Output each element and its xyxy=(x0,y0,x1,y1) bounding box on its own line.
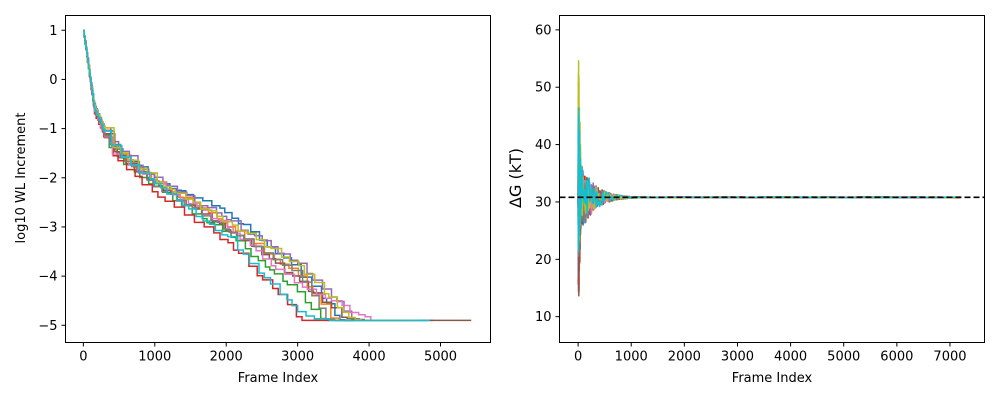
right-x-tick-label: 0 xyxy=(574,350,582,365)
right-x-tick-label: 4000 xyxy=(774,350,807,365)
right-series-line xyxy=(577,59,961,248)
left-x-axis: 0 1000 2000 3000 4000 5000 xyxy=(79,342,457,365)
right-x-tick-label: 7000 xyxy=(933,350,966,365)
left-y-tick-label: 0 xyxy=(49,73,57,88)
right-x-tick-label: 2000 xyxy=(668,350,701,365)
left-series-line xyxy=(83,29,420,322)
left-series-group xyxy=(83,29,472,322)
right-series-line xyxy=(577,107,961,252)
left-x-tick-label: 5000 xyxy=(424,350,457,365)
right-series-line xyxy=(577,151,961,292)
left-x-axis-label: Frame Index xyxy=(238,371,319,386)
left-y-tick-label: −5 xyxy=(38,319,57,334)
left-y-tick-label: 1 xyxy=(49,24,57,39)
right-y-tick-label: 60 xyxy=(535,23,552,38)
right-x-axis-label: Frame Index xyxy=(732,371,813,386)
left-x-tick-label: 2000 xyxy=(210,350,243,365)
right-y-tick-label: 30 xyxy=(535,195,552,210)
left-plot-frame xyxy=(65,15,491,343)
right-y-tick-label: 10 xyxy=(535,310,552,325)
right-y-tick-label: 20 xyxy=(535,253,552,268)
right-series-line xyxy=(577,132,961,267)
left-series-line xyxy=(83,29,391,322)
left-series-line xyxy=(83,29,472,322)
right-x-tick-label: 1000 xyxy=(615,350,648,365)
right-y-tick-label: 40 xyxy=(535,138,552,153)
left-y-tick-label: −2 xyxy=(38,171,57,186)
right-y-axis-label: ΔG (kT) xyxy=(506,148,525,208)
left-y-axis: 1 0 −1 −2 −3 −4 −5 xyxy=(38,24,66,334)
right-x-tick-label: 3000 xyxy=(721,350,754,365)
left-y-tick-label: −4 xyxy=(38,270,57,285)
left-plot-panel: 0 1000 2000 3000 4000 5000 1 0 −1 −2 −3 −4 −5 Frame… xyxy=(14,15,491,386)
right-plot-panel: 0 1000 2000 3000 4000 5000 6000 7000 60 50 40 30 20… xyxy=(506,15,985,386)
right-x-tick-label: 5000 xyxy=(827,350,860,365)
left-series-line xyxy=(83,29,398,322)
left-y-tick-label: −3 xyxy=(38,220,57,235)
right-series-line xyxy=(577,122,961,286)
left-x-tick-label: 3000 xyxy=(281,350,314,365)
left-series-line xyxy=(83,29,434,322)
left-y-tick-label: −1 xyxy=(38,122,57,137)
right-y-axis: 60 50 40 30 20 10 xyxy=(535,23,560,325)
left-series-line xyxy=(83,29,373,322)
right-y-tick-label: 50 xyxy=(535,81,552,96)
right-series-line xyxy=(577,148,961,258)
left-x-tick-label: 4000 xyxy=(353,350,386,365)
right-x-tick-label: 6000 xyxy=(880,350,913,365)
left-series-line xyxy=(83,29,412,322)
right-series-group xyxy=(577,59,961,297)
right-plot-frame xyxy=(559,15,985,343)
right-series-line xyxy=(577,92,961,294)
left-series-line xyxy=(83,29,430,322)
left-x-tick-label: 1000 xyxy=(138,350,171,365)
right-series-line xyxy=(577,142,961,279)
right-series-line xyxy=(577,128,961,297)
left-y-axis-label: log10 WL Increment xyxy=(14,113,29,244)
left-x-tick-label: 0 xyxy=(79,350,87,365)
right-x-axis: 0 1000 2000 3000 4000 5000 6000 7000 xyxy=(574,342,967,365)
